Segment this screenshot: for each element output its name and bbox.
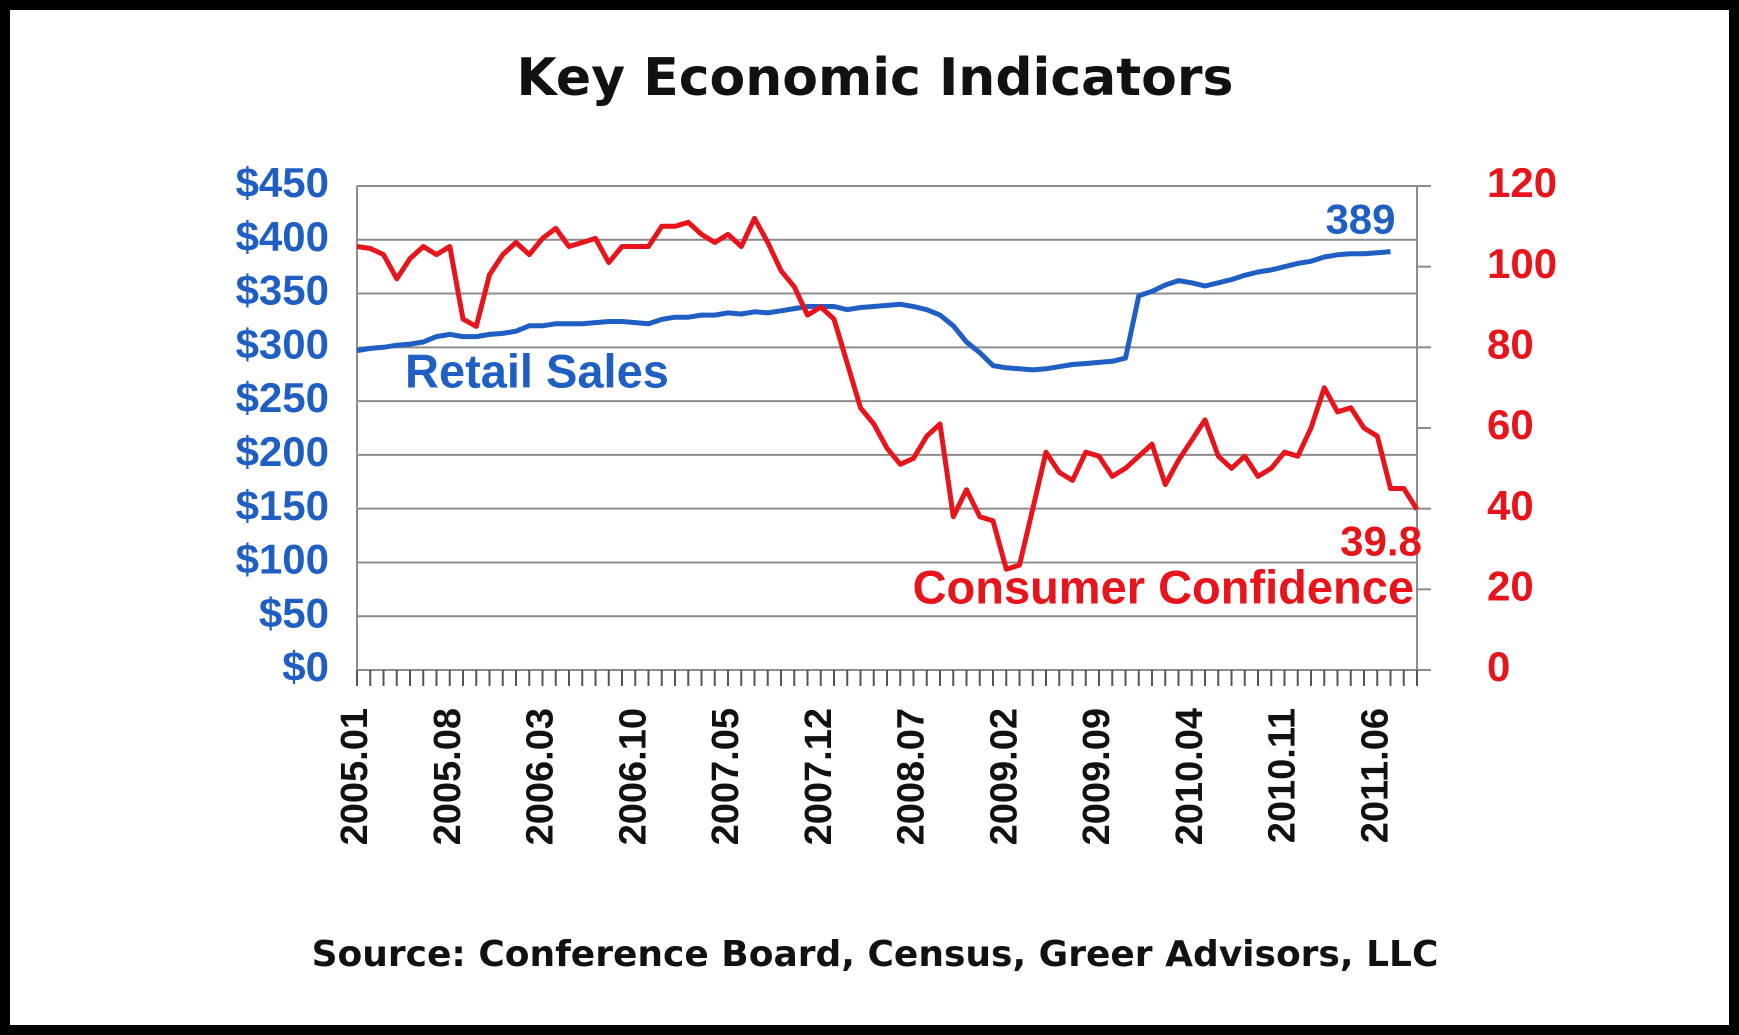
x-tick-label: 2010.11 — [1262, 708, 1304, 843]
y-tick-label: $350 — [236, 267, 329, 314]
series-label: Retail Sales — [405, 344, 669, 397]
y-tick-label: $150 — [236, 482, 329, 529]
data-label: 39.8 — [1340, 518, 1422, 565]
y-tick-label: $200 — [236, 428, 329, 475]
data-label: 389 — [1325, 196, 1395, 243]
x-tick-label: 2005.08 — [427, 708, 469, 845]
y-tick-label: $400 — [236, 213, 329, 260]
y2-tick-label: 20 — [1487, 562, 1534, 609]
y2-tick-label: 0 — [1487, 643, 1510, 690]
x-tick-label: 2008.07 — [891, 708, 933, 845]
y-tick-label: $300 — [236, 320, 329, 367]
y2-tick-label: 60 — [1487, 401, 1534, 448]
y-tick-label: $250 — [236, 374, 329, 421]
x-tick-label: 2006.03 — [520, 708, 562, 845]
x-tick-label: 2007.05 — [705, 708, 747, 845]
series-line — [356, 215, 1420, 572]
series-line — [356, 249, 1391, 373]
chart-title: Key Economic Indicators — [517, 48, 1234, 108]
y2-tick-label: 100 — [1487, 240, 1557, 287]
x-tick-label: 2007.12 — [798, 708, 840, 845]
series-label: Consumer Confidence — [913, 560, 1414, 613]
y-tick-label: $100 — [236, 536, 329, 583]
y-tick-label: $450 — [236, 159, 329, 206]
source-note: Source: Conference Board, Census, Greer … — [312, 934, 1439, 975]
x-tick-label: 2009.09 — [1076, 708, 1118, 845]
y2-tick-label: 80 — [1487, 320, 1534, 367]
x-tick-label: 2006.10 — [612, 708, 654, 845]
x-tick-label: 2009.02 — [983, 708, 1025, 845]
y-tick-label: $0 — [282, 643, 329, 690]
x-tick-label: 2010.04 — [1169, 708, 1211, 845]
x-tick-label: 2005.01 — [334, 708, 376, 845]
x-tick-label: 2011.06 — [1354, 708, 1396, 843]
y2-tick-label: 120 — [1487, 159, 1557, 206]
y-tick-label: $50 — [259, 589, 329, 636]
y2-tick-label: 40 — [1487, 482, 1534, 529]
